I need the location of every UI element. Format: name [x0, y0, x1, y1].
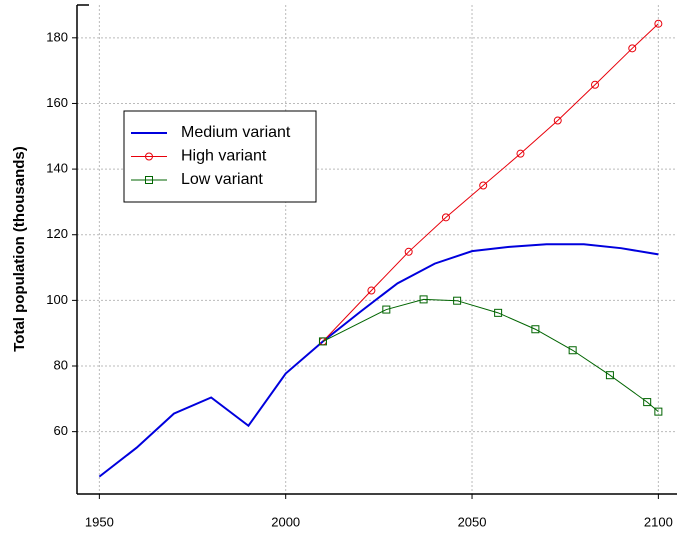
x-tick-label: 2000	[271, 514, 300, 529]
marker	[553, 116, 562, 125]
marker	[494, 308, 503, 317]
y-axis-label: Total population (thousands)	[11, 146, 28, 352]
line	[322, 23, 659, 342]
marker	[367, 286, 376, 295]
legend-label: Low variant	[181, 171, 263, 188]
line	[98, 243, 659, 478]
marker	[591, 80, 600, 89]
marker	[605, 371, 614, 380]
y-tick-label: 80	[54, 357, 68, 372]
y-tick-label: 140	[46, 161, 68, 176]
marker	[531, 325, 540, 334]
marker	[419, 295, 428, 304]
marker	[654, 407, 663, 416]
y-tick-label: 180	[46, 29, 68, 44]
legend-label: High variant	[181, 148, 267, 165]
marker	[404, 247, 413, 256]
legend-label: Medium variant	[181, 124, 291, 141]
x-tick-label: 2100	[644, 514, 673, 529]
marker	[654, 19, 663, 28]
marker	[441, 213, 450, 222]
marker	[453, 296, 462, 305]
line	[322, 298, 659, 413]
marker	[318, 337, 327, 346]
marker	[628, 44, 637, 53]
marker	[479, 181, 488, 190]
marker	[516, 149, 525, 158]
y-tick-label: 100	[46, 292, 68, 307]
marker	[382, 305, 391, 314]
x-tick-label: 1950	[85, 514, 114, 529]
x-tick-label: 2050	[458, 514, 487, 529]
y-tick-label: 160	[46, 95, 68, 110]
legend-marker	[145, 152, 153, 161]
marker	[568, 346, 577, 355]
marker	[643, 398, 652, 407]
y-tick-label: 120	[46, 226, 68, 241]
y-tick-label: 60	[54, 423, 68, 438]
legend-marker	[145, 176, 153, 184]
